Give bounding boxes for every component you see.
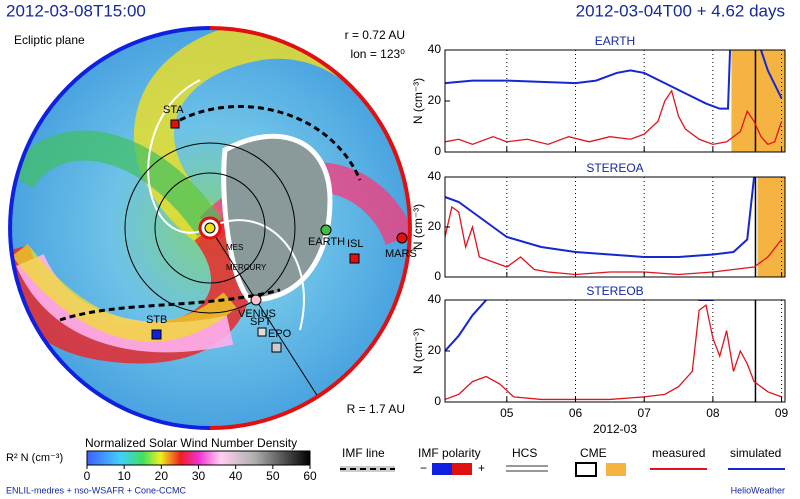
body-label: MARS <box>385 248 417 260</box>
colorbar-tick-label: 50 <box>266 469 280 483</box>
x-tick-label: 09 <box>775 406 789 420</box>
series-line <box>445 300 716 352</box>
chart-title: STEREOB <box>586 284 643 298</box>
charts: 0 20 40 EARTH N (cm⁻³) 0 20 40 STEREOA N (cm⁻³) 05… <box>411 34 789 436</box>
plane-label: Ecliptic plane <box>14 33 85 47</box>
body-label: STB <box>146 314 167 326</box>
legend-label: simulated <box>730 446 781 460</box>
footer-left: ENLIL-medres + nso-WSAFR + Cone-CCMC <box>6 485 187 495</box>
colorbar-tick-label: 10 <box>117 469 131 483</box>
series-line <box>445 50 783 110</box>
colorbar-tick-label: 20 <box>155 469 169 483</box>
colorbar <box>86 450 311 466</box>
y-tick-label: 20 <box>428 219 442 233</box>
y-tick-label: 20 <box>428 93 442 107</box>
legend-hcs: HCS <box>512 446 537 460</box>
legend-plus: + <box>478 461 485 475</box>
legend-cme-swatch <box>606 463 626 476</box>
chart-title: STEREOA <box>586 161 643 175</box>
x-tick-label: 06 <box>569 406 583 420</box>
colorbar-tick-label: 40 <box>229 469 243 483</box>
series-line <box>445 177 756 258</box>
legend-cme: CME <box>580 446 607 460</box>
y-tick-label: 20 <box>428 343 442 357</box>
colorbar-unit: R² N (cm⁻³) <box>6 452 63 464</box>
body-label: MERCURY <box>226 263 267 272</box>
body-label: VENUS <box>238 308 276 320</box>
cme-span <box>757 177 785 277</box>
y-axis-label: N (cm⁻³) <box>411 204 425 250</box>
plot-area <box>445 177 785 277</box>
legend-minus: − <box>420 461 427 475</box>
body-label: EARTH <box>308 236 345 248</box>
y-tick-label: 40 <box>428 169 442 183</box>
legend-imf-polarity: IMF polarity <box>418 446 481 460</box>
series-legend: measured simulated <box>650 446 785 470</box>
colorbar-title: Normalized Solar Wind Number Density <box>85 436 297 450</box>
plot-frame <box>444 49 786 153</box>
plot-area <box>445 300 783 402</box>
colorbar-ticks: 0 10 20 30 40 50 60 <box>84 465 317 483</box>
series-line <box>445 205 783 276</box>
y-axis-label: N (cm⁻³) <box>411 328 425 374</box>
plot-frame <box>444 176 786 278</box>
y-tick-label: 40 <box>428 42 442 56</box>
big-r-label: R = 1.7 AU <box>347 402 405 416</box>
lon-label: lon = 123⁰ <box>350 47 405 61</box>
colorbar-tick-label: 60 <box>303 469 317 483</box>
legend-imf-line: IMF line <box>342 446 385 460</box>
cme-span <box>731 50 785 152</box>
body-label: ISL <box>347 238 364 250</box>
body-label: EPO <box>268 328 292 340</box>
r-label: r = 0.72 AU <box>345 28 405 42</box>
body-label: SPT <box>250 316 272 328</box>
body-label: MES <box>226 243 243 252</box>
y-tick-label: 0 <box>434 144 441 158</box>
colorbar-tick-label: 30 <box>192 469 206 483</box>
plot-area <box>445 50 785 152</box>
y-axis-label: N (cm⁻³) <box>411 78 425 124</box>
x-tick-label: 08 <box>706 406 720 420</box>
plot-frame <box>444 299 786 403</box>
left-title: 2012-03-08T15:00 <box>6 1 146 20</box>
chart-title: EARTH <box>595 34 635 48</box>
legend-label: measured <box>652 446 705 460</box>
colorbar-tick-label: 0 <box>84 469 91 483</box>
right-title: 2012-03-04T00 + 4.62 days <box>576 1 785 20</box>
series-line <box>445 89 783 146</box>
footer-right: HelioWeather <box>731 485 785 495</box>
y-tick-label: 0 <box>434 394 441 408</box>
x-tick-label: 05 <box>500 406 514 420</box>
series-line <box>445 303 782 401</box>
body-labels: STA EARTH MES MERCURY VENUS SPT EPO STB … <box>146 104 417 340</box>
x-axis-label: 2012-03 <box>593 422 637 436</box>
body-label: STA <box>163 104 184 116</box>
x-tick-label: 07 <box>638 406 652 420</box>
y-tick-label: 40 <box>428 292 442 306</box>
y-tick-label: 0 <box>434 269 441 283</box>
